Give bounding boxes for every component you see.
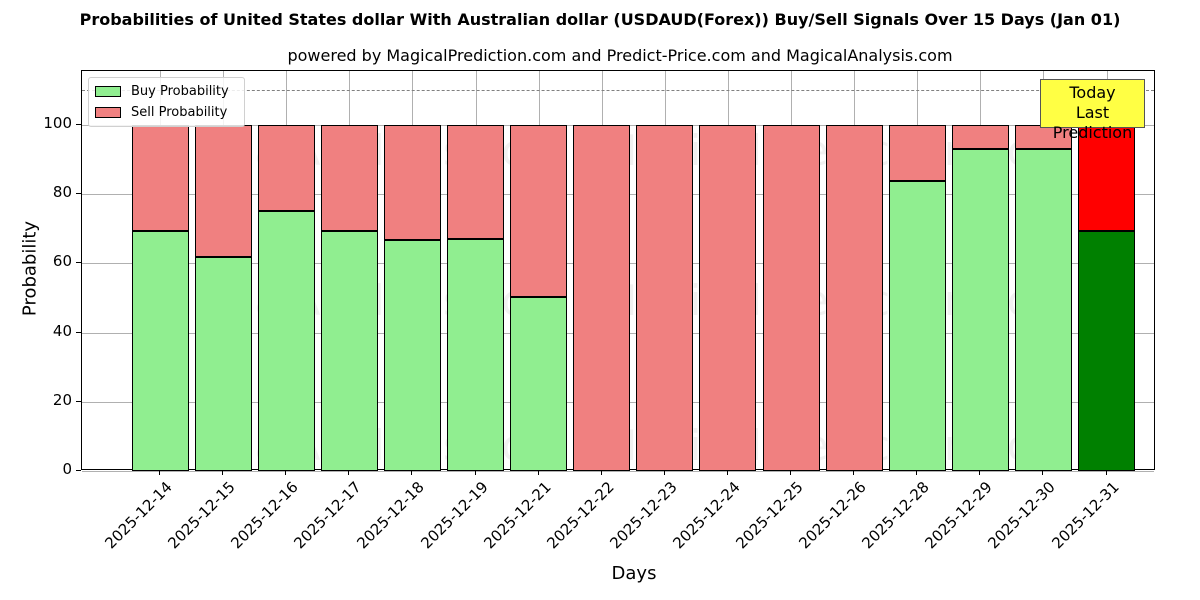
x-tick-mark — [600, 470, 602, 475]
x-tick-mark — [222, 470, 224, 475]
bar-buy — [131, 230, 189, 471]
x-tick-mark — [726, 470, 728, 475]
bar-buy — [257, 211, 315, 471]
x-tick-mark — [1042, 470, 1044, 475]
legend-item-buy: Buy Probability — [95, 82, 229, 100]
bar-sell — [131, 125, 189, 231]
bar-buy — [1014, 148, 1072, 471]
x-tick-mark — [537, 470, 539, 475]
x-tick-mark — [285, 470, 287, 475]
buy-swatch-icon — [95, 85, 121, 97]
y-tick-mark — [76, 470, 81, 471]
y-tick-label: 0 — [62, 460, 72, 478]
bar-sell — [383, 125, 441, 240]
annotation-line-1: Today — [1069, 83, 1116, 102]
bar-sell — [573, 125, 631, 471]
y-axis-label: Probability — [19, 220, 41, 317]
x-tick-mark — [348, 470, 350, 475]
y-tick-label: 100 — [43, 114, 72, 132]
plot-area: MagicalAnalysis.comMagicalPrediction.com… — [81, 70, 1155, 472]
chart-subtitle: powered by MagicalPrediction.com and Pre… — [287, 46, 953, 65]
y-tick-label: 60 — [52, 252, 72, 271]
y-tick-label: 40 — [52, 321, 72, 340]
bar-sell — [888, 125, 946, 182]
bar-sell — [636, 125, 694, 471]
bar-buy — [951, 148, 1009, 471]
bar-buy — [1078, 230, 1135, 471]
legend-buy-label: Buy Probability — [131, 83, 229, 99]
bar-buy — [383, 239, 441, 471]
sell-swatch-icon — [95, 106, 121, 118]
x-tick-mark — [790, 470, 791, 475]
bar-buy — [194, 257, 252, 471]
y-tick-mark — [76, 193, 81, 195]
x-tick-mark — [159, 470, 160, 475]
y-tick-mark — [76, 124, 81, 125]
bar-buy — [888, 181, 946, 471]
legend-item-sell: Sell Probability — [95, 103, 227, 121]
bar-sell — [447, 125, 504, 240]
bar-buy — [447, 239, 504, 471]
x-tick-mark — [411, 470, 413, 475]
x-tick-mark — [916, 470, 918, 475]
y-tick-label: 80 — [52, 183, 72, 202]
bar-buy — [320, 230, 378, 471]
y-tick-mark — [76, 262, 81, 264]
bar-sell — [825, 125, 883, 471]
y-tick-label: 20 — [52, 390, 72, 409]
x-tick-mark — [474, 470, 476, 475]
bar-sell — [194, 125, 252, 258]
x-tick-mark — [853, 470, 855, 475]
x-tick-mark — [663, 470, 665, 475]
legend: Buy Probability Sell Probability — [88, 77, 245, 127]
bar-buy — [510, 296, 568, 471]
bar-sell — [320, 125, 378, 231]
today-annotation: Today Last Prediction — [1040, 79, 1145, 142]
reference-line — [82, 90, 1154, 92]
bar-sell — [951, 125, 1009, 149]
annotation-line-2: Last Prediction — [1052, 103, 1133, 142]
bar-sell — [699, 125, 757, 471]
x-tick-mark — [979, 470, 981, 475]
grid-line-horizontal — [82, 471, 1154, 472]
bar-sell — [510, 125, 568, 297]
x-tick-mark — [1105, 470, 1107, 475]
chart-title: Probabilities of United States dollar Wi… — [79, 10, 1121, 29]
y-tick-mark — [76, 400, 81, 402]
y-tick-mark — [76, 331, 81, 333]
bar-sell — [762, 125, 820, 471]
x-axis-label: Days — [611, 563, 657, 584]
bar-sell — [1078, 125, 1135, 231]
legend-sell-label: Sell Probability — [131, 104, 228, 120]
bar-sell — [257, 125, 315, 212]
